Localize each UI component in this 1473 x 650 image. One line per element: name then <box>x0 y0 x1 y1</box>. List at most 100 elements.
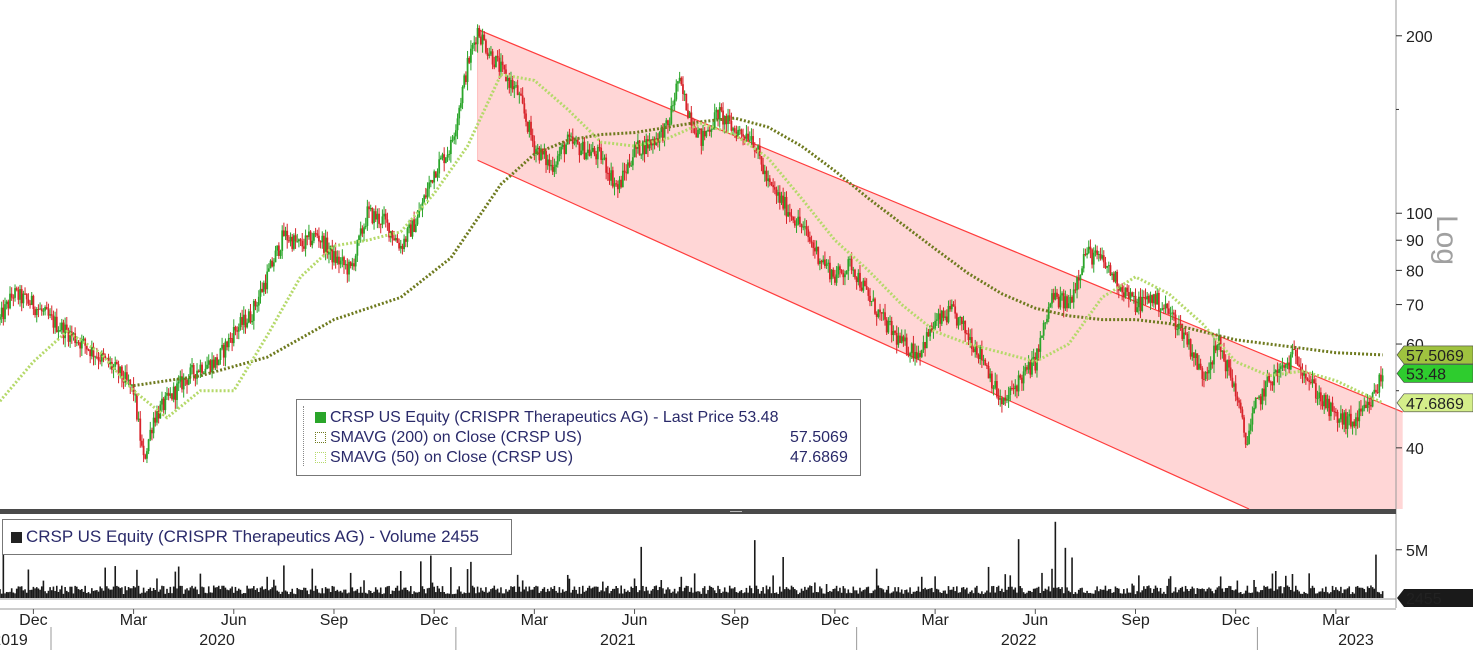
price-bar-body <box>40 308 43 312</box>
price-bar-body <box>79 342 82 349</box>
price-bar-body <box>1193 352 1195 359</box>
price-bar-body <box>944 316 947 318</box>
price-bar-body <box>176 383 178 400</box>
price-bar-body <box>144 455 147 459</box>
price-bar-body <box>486 52 489 56</box>
price-bar-body <box>1161 308 1164 311</box>
price-bar-body <box>528 121 531 132</box>
y-tick-label: 200 <box>1406 29 1433 46</box>
price-bar-body <box>1174 314 1177 330</box>
price-bar-body <box>1051 293 1053 304</box>
price-bar-body <box>1006 399 1008 401</box>
price-bar-body <box>254 300 257 307</box>
price-bar-body <box>620 179 623 187</box>
price-bar-body <box>1264 381 1267 397</box>
price-bar-body <box>575 139 578 142</box>
price-bar-body <box>386 219 389 223</box>
price-bar-body <box>391 231 394 239</box>
price-bar-body <box>124 372 127 383</box>
price-bar-body <box>565 144 567 155</box>
price-bar-body <box>202 372 205 374</box>
price-bar-body <box>318 235 320 242</box>
price-bar-body <box>586 149 589 153</box>
price-bar-body <box>783 196 786 209</box>
price-bar-body <box>179 376 182 382</box>
price-bar-body <box>1213 345 1215 365</box>
price-bar-body <box>1216 345 1219 351</box>
price-bar-body <box>27 299 30 304</box>
value-tag-shape <box>1396 364 1473 383</box>
price-bar-body <box>1201 368 1204 379</box>
price-bar-body <box>466 57 469 82</box>
sma50-line <box>0 72 1384 420</box>
x-month-label: Dec <box>1221 612 1249 629</box>
price-bar-body <box>339 260 342 265</box>
price-bar-body <box>1375 389 1377 393</box>
price-bar-body <box>500 61 502 72</box>
price-bar-body <box>859 272 861 288</box>
price-bar-body <box>57 330 60 332</box>
price-bar-body <box>1181 323 1184 339</box>
price-bar-body <box>877 309 880 317</box>
price-bar-body <box>561 144 564 147</box>
price-bar-body <box>1249 424 1252 431</box>
price-bar-body <box>469 48 472 63</box>
price-bar-body <box>1223 350 1225 361</box>
price-bar-body <box>1149 295 1152 303</box>
price-bar-body <box>1066 296 1068 309</box>
price-bar-body <box>349 261 352 266</box>
price-bar-body <box>1343 412 1346 425</box>
regression-channel <box>477 28 1403 510</box>
price-bar-body <box>925 332 928 349</box>
price-bar-body <box>164 395 167 411</box>
price-bar-body <box>378 213 380 224</box>
price-bar-body <box>964 320 967 334</box>
price-bar-body <box>449 139 452 154</box>
price-bar-body <box>1109 265 1112 276</box>
price-bar-body <box>722 110 724 125</box>
price-bar-body <box>897 335 900 345</box>
price-bar-body <box>625 172 628 174</box>
price-bar-body <box>1236 396 1239 401</box>
price-bar-body <box>471 44 474 49</box>
volume-swatch-icon <box>11 532 22 543</box>
price-bar-body <box>490 51 492 55</box>
price-bar-body <box>231 338 234 344</box>
price-bar-body <box>298 239 300 242</box>
price-bar-body <box>313 233 315 241</box>
price-bar-body <box>850 258 853 271</box>
value-tag-label: 57.5069 <box>1406 348 1464 365</box>
price-bar-body <box>485 40 487 53</box>
price-bar-body <box>763 170 766 175</box>
price-bar-body <box>900 336 903 343</box>
price-bar-body <box>0 307 3 317</box>
legend-label: CRSP US Equity (CRISPR Therapeutics AG) … <box>330 409 779 426</box>
price-bar-body <box>640 154 643 156</box>
price-bar-body <box>403 238 406 250</box>
price-bar-body <box>1231 377 1234 387</box>
price-bar-body <box>1368 401 1371 406</box>
price-bar-body <box>371 208 374 224</box>
price-bar-body <box>59 330 62 332</box>
price-bar-body <box>1254 397 1257 408</box>
price-bar-body <box>837 266 840 275</box>
price-bar-body <box>1191 352 1194 357</box>
price-bar-body <box>341 257 344 261</box>
x-month-label: Mar <box>921 612 949 629</box>
price-bar-body <box>536 147 539 150</box>
y-tick-label: 100 <box>1406 206 1433 223</box>
price-bar-body <box>907 353 910 356</box>
price-bar-body <box>1014 385 1017 390</box>
price-bar-body <box>880 312 883 314</box>
price-bar-body <box>299 239 302 241</box>
price-bar-body <box>14 288 16 298</box>
vol-y-tick-label: 5M <box>1406 543 1428 560</box>
price-bar-body <box>468 57 471 63</box>
price-bar-body <box>872 298 875 301</box>
price-bar-body <box>388 222 390 238</box>
price-bar-body <box>1094 250 1097 253</box>
price-bar-body <box>1313 379 1316 384</box>
x-month-label: Sep <box>1121 612 1150 629</box>
price-bar-body <box>1266 375 1269 382</box>
price-bar-body <box>289 236 292 242</box>
